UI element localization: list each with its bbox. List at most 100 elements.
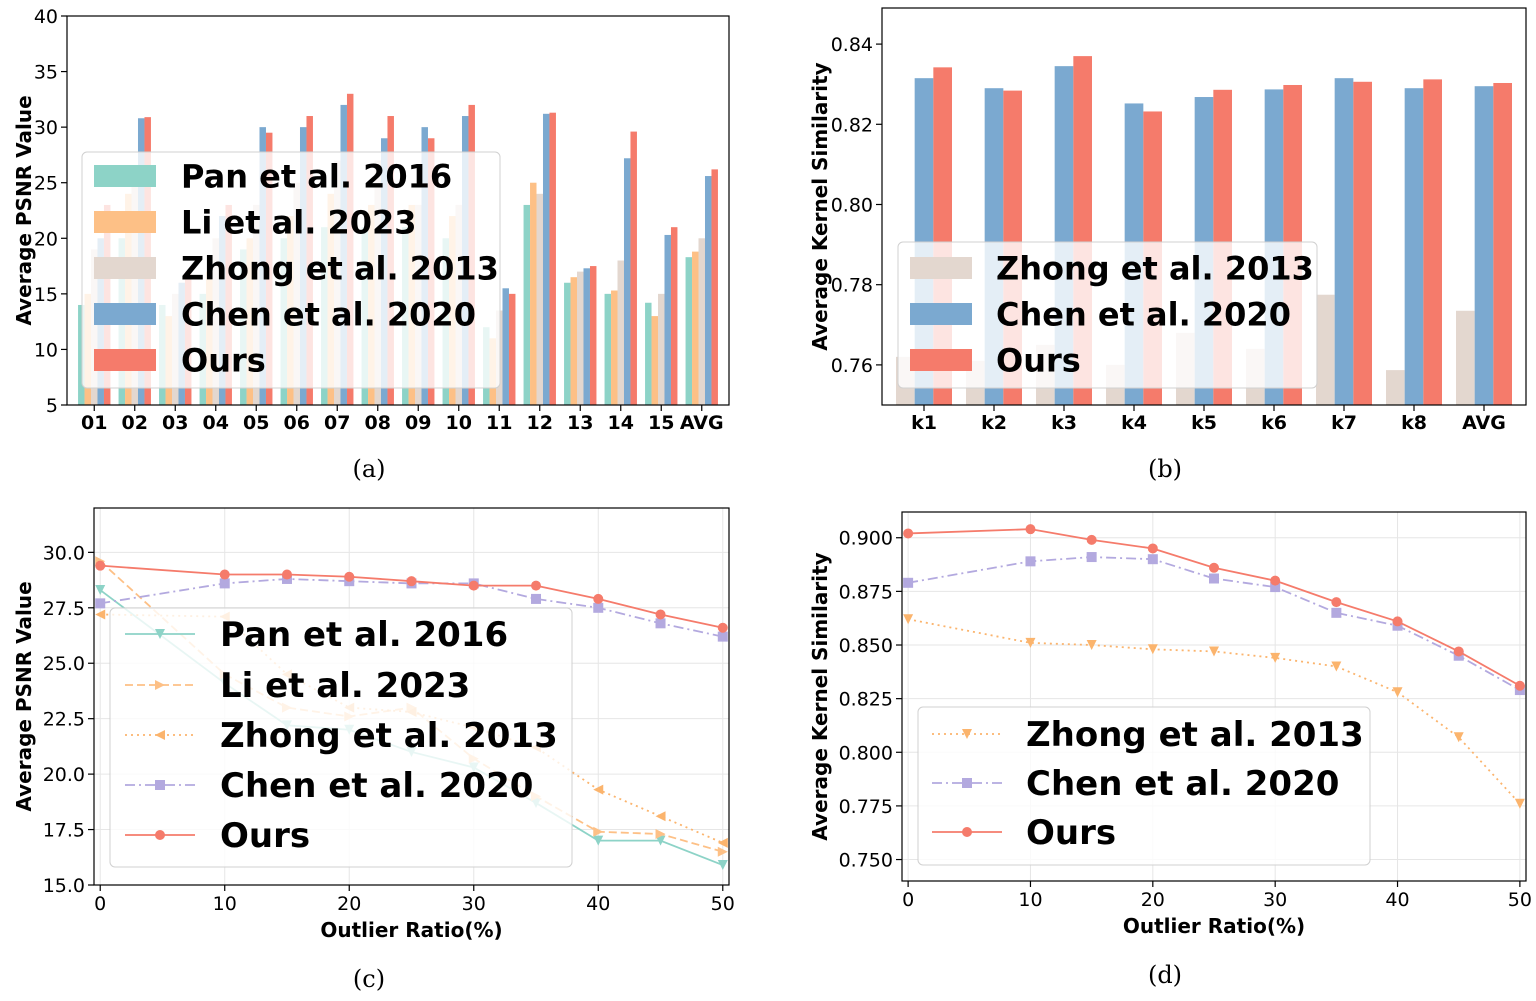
data-point-ours [1453, 646, 1464, 657]
legend-label-pan: Pan et al. 2016 [181, 158, 452, 196]
y-tick-label: 35 [34, 62, 58, 84]
bar-li-AVG [692, 251, 699, 405]
bar-ours-14 [630, 131, 637, 406]
legend-marker-chen_line [962, 778, 972, 788]
x-tick-label: 30 [462, 893, 486, 915]
y-tick-label: 17.5 [43, 820, 85, 842]
panel-c-chart: 15.0 17.5 20.0 22.5 25.0 27.5 30.0 0 10 20 30 40 50 O… [12, 507, 735, 993]
data-point-pan [717, 860, 728, 871]
data-point-chen_line [1331, 607, 1342, 618]
legend-marker-zhong_line [155, 730, 165, 740]
bar-chen-14 [623, 158, 631, 405]
x-axis-label: Outlier Ratio(%) [1123, 914, 1305, 938]
legend: Pan et al. 2016 Li et al. 2023 Zhong et al… [109, 607, 573, 868]
data-point-zhong_line [593, 784, 604, 795]
bar-ours-k8 [1423, 79, 1442, 406]
x-tick-label: 10 [1018, 889, 1042, 911]
bar-ours-k7 [1353, 81, 1372, 405]
panel-a-chart: 5 10 15 20 25 30 35 40 01 02 03 04 05 06 07 08 09 10 11 12 1… [12, 6, 730, 483]
x-tick-label: 10 [213, 893, 237, 915]
bar-chen-k8 [1404, 88, 1424, 405]
y-tick-label: 0.850 [839, 635, 893, 657]
series-line-ours [908, 528, 1521, 687]
x-tick-label: k8 [1401, 412, 1427, 434]
data-point-ours [717, 622, 728, 633]
y-axis-label: Average PSNR Value [12, 95, 36, 325]
legend-frame [897, 241, 1318, 389]
data-point-chen_line [1147, 554, 1158, 565]
y-tick-label: 30 [34, 117, 58, 139]
y-tick-label: 0.875 [839, 581, 893, 603]
y-tick-label: 0.825 [839, 689, 893, 711]
x-tick-label: k3 [1051, 412, 1077, 434]
bar-zhong-12 [536, 193, 543, 405]
y-tick-label: 0.76 [831, 355, 873, 377]
x-tick-label: 50 [1508, 889, 1532, 911]
x-tick-label: 07 [324, 412, 350, 434]
bar-zhong-AVG [698, 238, 705, 405]
legend-marker-li [155, 680, 165, 690]
data-point-ours [903, 528, 914, 539]
y-tick-label: 22.5 [43, 709, 85, 731]
data-point-zhong_line [1209, 646, 1219, 657]
x-tick-label: 10 [446, 412, 472, 434]
bar-ours-11 [508, 293, 516, 405]
bar-li-14 [611, 290, 618, 405]
y-tick-label: 20.0 [43, 764, 85, 786]
panel-caption: (b) [1148, 455, 1182, 483]
bar-zhong-15 [658, 293, 665, 405]
legend-label-zhong: Zhong et al. 2013 [181, 250, 499, 288]
y-tick-label: 25.0 [43, 653, 85, 675]
data-point-chen_line [1025, 556, 1036, 567]
bar-zhong-14 [617, 260, 624, 405]
data-point-ours [281, 569, 292, 580]
y-tick-label: 20 [34, 228, 58, 250]
x-tick-label: 20 [1141, 889, 1165, 911]
data-point-zhong_line [655, 811, 666, 822]
data-point-ours [655, 609, 666, 620]
legend-label-li: Li et al. 2023 [220, 666, 470, 706]
data-point-zhong_line [717, 837, 728, 848]
data-point-ours [1392, 616, 1403, 627]
legend-marker-ours [155, 830, 165, 840]
legend-label-zhong_line: Zhong et al. 2013 [1026, 715, 1364, 755]
x-tick-label: k7 [1331, 412, 1357, 434]
series-ours [903, 524, 1525, 691]
bar-pan-12 [523, 204, 531, 405]
legend-swatch-li [94, 211, 156, 233]
x-tick-label: 04 [203, 412, 229, 434]
x-tick-label: 12 [527, 412, 553, 434]
y-tick-label: 0.78 [831, 275, 873, 297]
x-tick-label: AVG [1462, 412, 1506, 434]
y-tick-label: 30.0 [43, 542, 85, 564]
legend-label-chen: Chen et al. 2020 [996, 296, 1291, 334]
bar-ours-13 [589, 266, 597, 405]
data-point-zhong_line [1086, 640, 1097, 651]
bar-chen-AVG [1474, 86, 1494, 406]
y-tick-label: 15.0 [43, 875, 85, 897]
data-point-chen_line [95, 598, 106, 609]
legend-swatch-chen [94, 303, 156, 325]
x-tick-label: k1 [911, 412, 937, 434]
series-line-chen_line [907, 556, 1521, 691]
legend-swatch-chen [910, 303, 972, 325]
legend-label-chen: Chen et al. 2020 [181, 296, 476, 334]
data-point-chen_line [717, 631, 728, 642]
data-point-chen_line [593, 602, 604, 613]
bar-chen-AVG [704, 176, 712, 405]
axes-frame [66, 15, 730, 406]
x-tick-label: 03 [162, 412, 188, 434]
data-point-ours [95, 560, 106, 571]
y-tick-label: 0.775 [839, 796, 893, 818]
y-tick-label: 0.84 [831, 34, 873, 56]
data-point-zhong_line [95, 609, 106, 620]
bar-chen-12 [542, 113, 550, 405]
data-point-ours [468, 580, 479, 591]
data-point-chen_line [1086, 552, 1097, 563]
y-tick-label: 0.80 [831, 194, 873, 216]
bar-chen-11 [502, 288, 509, 405]
y-tick-label: 25 [34, 173, 58, 195]
x-tick-label: k4 [1121, 412, 1147, 434]
legend-label-zhong_line: Zhong et al. 2013 [220, 716, 558, 756]
y-tick-label: 27.5 [43, 598, 85, 620]
